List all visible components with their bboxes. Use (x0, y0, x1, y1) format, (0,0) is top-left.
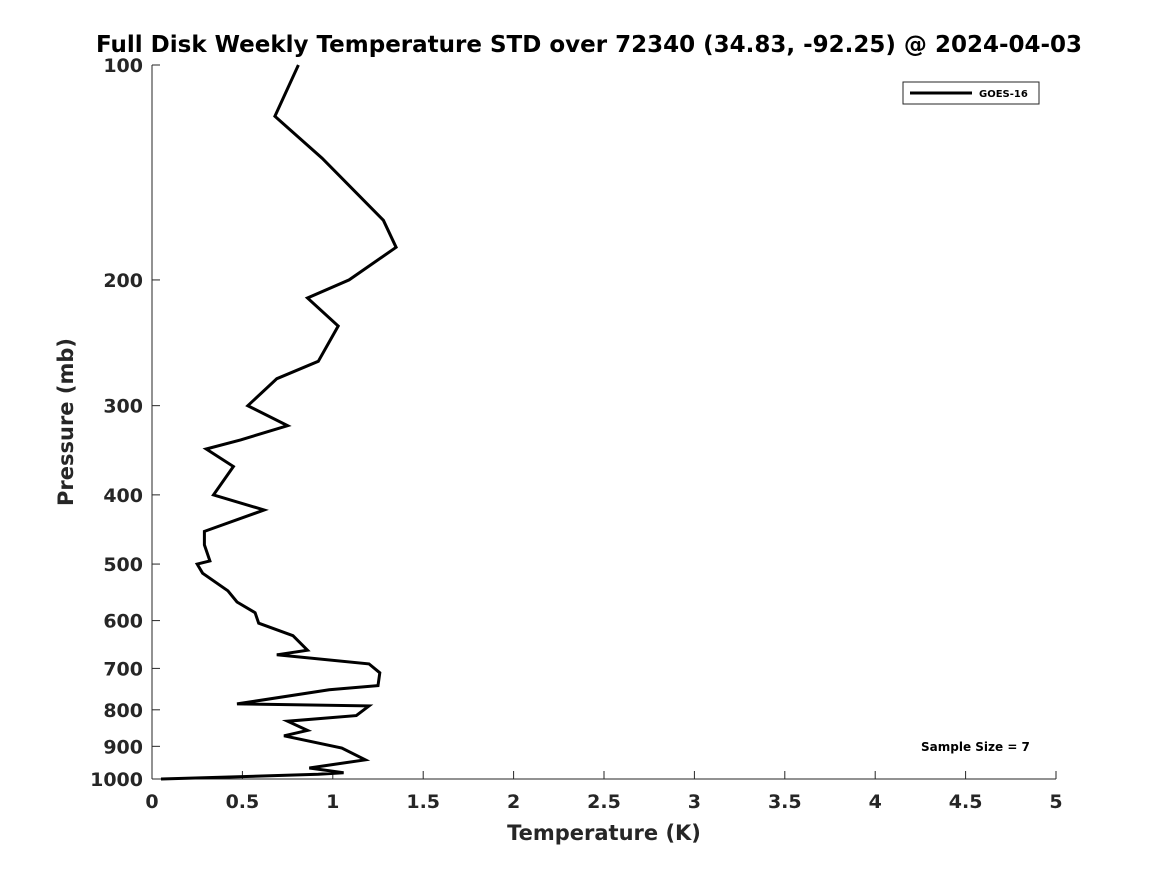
legend: GOES-16 (902, 81, 1040, 105)
y-tick-label: 300 (103, 396, 143, 418)
y-tick-label: 600 (103, 611, 143, 633)
y-tick-label: 200 (103, 270, 143, 292)
x-tick-label: 2 (507, 791, 520, 813)
series-layer (160, 64, 398, 781)
x-tick-label: 3.5 (768, 791, 802, 813)
x-tick-label: 1 (326, 791, 339, 813)
x-tick-label: 3 (688, 791, 701, 813)
y-tick-label: 900 (103, 736, 143, 758)
x-tick-label: 0.5 (226, 791, 260, 813)
y-tick-label: 100 (103, 55, 143, 77)
x-tick-label: 4.5 (949, 791, 983, 813)
y-axis-title: Pressure (mb) (54, 338, 78, 506)
y-tick-label: 1000 (90, 769, 143, 791)
x-tick-label: 0 (145, 791, 158, 813)
chart-title: Full Disk Weekly Temperature STD over 72… (96, 32, 1082, 58)
legend-label-goes-16: GOES-16 (979, 89, 1028, 100)
y-tick-label: 800 (103, 700, 143, 722)
x-tick-label: 5 (1049, 791, 1062, 813)
y-tick-label: 500 (103, 554, 143, 576)
x-axis-ticks: 0 0.5 1 1.5 2 2.5 3 3.5 4 4.5 5 (145, 771, 1063, 813)
x-tick-label: 2.5 (587, 791, 621, 813)
y-tick-label: 400 (103, 485, 143, 507)
x-tick-label: 1.5 (406, 791, 440, 813)
sample-size-annotation: Sample Size = 7 (921, 740, 1030, 754)
x-axis-title: Temperature (K) (507, 821, 701, 845)
y-axis-ticks: 100 200 300 400 500 600 700 800 900 1000 (90, 55, 160, 791)
x-tick-label: 4 (869, 791, 882, 813)
y-tick-label: 700 (103, 658, 143, 680)
series-line-goes-16 (160, 64, 398, 781)
